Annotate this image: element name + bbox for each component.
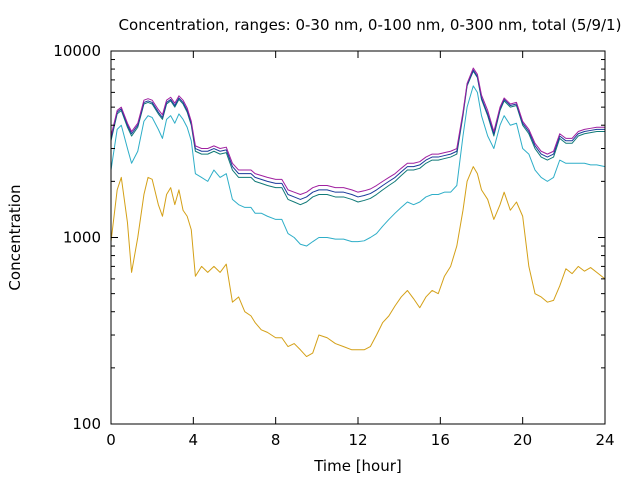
x-tick-label: 8: [271, 431, 281, 449]
series-line-5: [110, 67, 605, 196]
plot-area: 0 4 8 12 16 20 24 100 1000 10000: [53, 42, 614, 449]
x-tick-label: 12: [348, 431, 367, 449]
series-line-1: [110, 166, 606, 358]
y-axis-label: Concentration: [6, 184, 24, 290]
series-layer: [110, 67, 606, 358]
y-tick-label: 1000: [63, 229, 101, 247]
y-tick-label: 10000: [53, 42, 101, 60]
series-line-3: [110, 70, 605, 206]
x-tick-label: 0: [106, 431, 116, 449]
ticks-layer: 0 4 8 12 16 20 24 100 1000 10000: [53, 42, 614, 449]
series-line-2: [110, 85, 606, 247]
x-tick-label: 16: [431, 431, 450, 449]
x-tick-label: 24: [595, 431, 614, 449]
chart-title: Concentration, ranges: 0-30 nm, 0-100 nm…: [119, 16, 622, 34]
x-tick-label: 4: [189, 431, 199, 449]
y-tick-label: 100: [72, 415, 101, 433]
x-axis-label: Time [hour]: [313, 457, 402, 475]
x-tick-label: 20: [513, 431, 532, 449]
